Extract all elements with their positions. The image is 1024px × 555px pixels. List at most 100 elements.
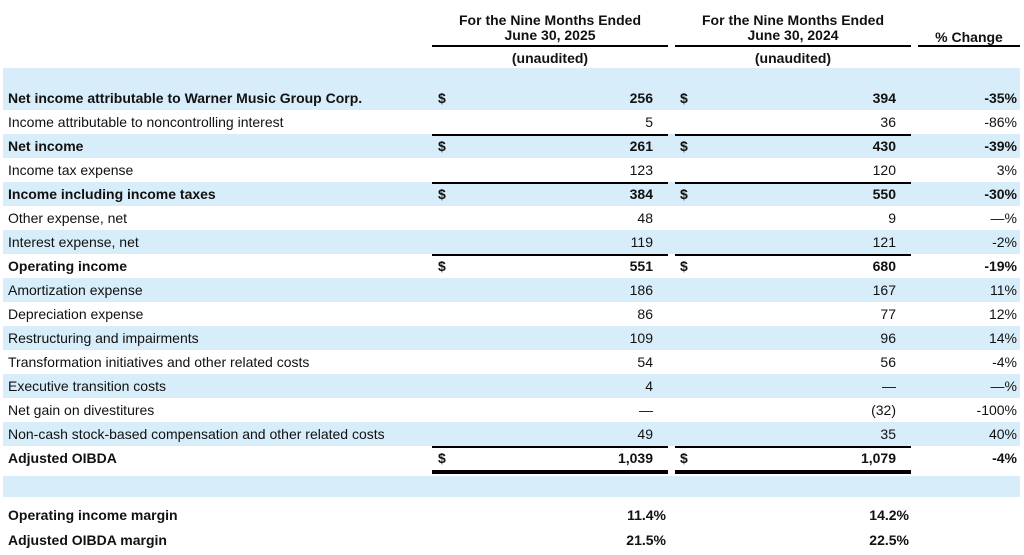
top-band (3, 68, 1020, 86)
pct-change: -4% (992, 450, 1017, 466)
value-2025: 54 (637, 354, 653, 370)
pct-change: -2% (992, 234, 1017, 250)
value-2025: 256 (629, 90, 653, 106)
table-row: Executive transition costs 4 — —% (3, 374, 1020, 398)
table-row: Transformation initiatives and other rel… (3, 350, 1020, 374)
pct-change: —% (990, 210, 1017, 226)
table-row: Income including income taxes $ 384 $ 55… (3, 182, 1020, 206)
table-header: For the Nine Months Ended June 30, 2025 … (0, 0, 1024, 68)
header-rule-2024 (675, 45, 911, 47)
pct-change: 3% (996, 162, 1017, 178)
table-row: Depreciation expense 86 77 12% (3, 302, 1020, 326)
value-2024: — (882, 378, 896, 394)
row-label: Depreciation expense (8, 306, 144, 322)
row-label: Adjusted OIBDA (8, 450, 117, 466)
dollar-sign: $ (438, 450, 446, 466)
dollar-sign: $ (438, 186, 446, 202)
row-label: Operating income (8, 258, 128, 274)
table-row: Net income $ 261 $ 430 -39% (3, 134, 1020, 158)
value-2025: — (639, 402, 653, 418)
column-header-2024-line2: June 30, 2024 (747, 27, 839, 43)
value-2024: 394 (872, 90, 896, 106)
financial-table: Net income attributable to Warner Music … (3, 86, 1020, 470)
pct-change: —% (990, 378, 1017, 394)
row-label: Income tax expense (8, 162, 134, 178)
margin-row: Adjusted OIBDA margin 21.5% 22.5% (3, 530, 1020, 550)
value-2024: 430 (872, 138, 896, 154)
table-row: Income tax expense 123 120 3% (3, 158, 1020, 182)
row-label: Net income (8, 138, 84, 154)
row-label: Transformation initiatives and other rel… (8, 354, 310, 370)
margin-label: Operating income margin (8, 507, 178, 523)
value-2025: 4 (645, 378, 653, 394)
header-rule-pct (918, 45, 1020, 47)
dollar-sign: $ (680, 138, 688, 154)
column-header-2024: For the Nine Months Ended June 30, 2024 (675, 13, 911, 43)
double-rule-2024 (675, 470, 911, 474)
table-row: Net gain on divestitures — (32) -100% (3, 398, 1020, 422)
column-header-2025-line1: For the Nine Months Ended (459, 12, 641, 28)
pct-change: -39% (984, 138, 1017, 154)
dollar-sign: $ (680, 450, 688, 466)
margin-value-2024: 22.5% (869, 532, 909, 548)
value-2024: 56 (880, 354, 896, 370)
unaudited-2024: (unaudited) (754, 50, 832, 66)
value-2024: 36 (880, 114, 896, 130)
row-label: Executive transition costs (8, 378, 166, 394)
bottom-band (3, 476, 1020, 497)
dollar-sign: $ (680, 90, 688, 106)
dollar-sign: $ (680, 186, 688, 202)
dollar-sign: $ (438, 90, 446, 106)
value-2025: 86 (637, 306, 653, 322)
unaudited-2025: (unaudited) (511, 50, 589, 66)
pct-change: 40% (988, 426, 1017, 442)
value-2025: 5 (645, 114, 653, 130)
pct-change: 11% (990, 282, 1017, 298)
value-2024: 120 (872, 162, 896, 178)
value-2025: 109 (629, 330, 653, 346)
column-header-2024-line1: For the Nine Months Ended (702, 12, 884, 28)
table-row: Interest expense, net 119 121 -2% (3, 230, 1020, 254)
value-2025: 49 (637, 426, 653, 442)
table-row: Other expense, net 48 9 —% (3, 206, 1020, 230)
margin-row: Operating income margin 11.4% 14.2% (3, 505, 1020, 525)
value-2024: 96 (880, 330, 896, 346)
value-2024: 1,079 (860, 450, 896, 466)
table-row: Net income attributable to Warner Music … (3, 86, 1020, 110)
margin-value-2024: 14.2% (869, 507, 909, 523)
row-label: Amortization expense (8, 282, 143, 298)
value-2024: 167 (872, 282, 896, 298)
dollar-sign: $ (438, 258, 446, 274)
value-2025: 123 (629, 162, 653, 178)
pct-change: -4% (992, 354, 1017, 370)
value-2024: 77 (880, 306, 896, 322)
pct-change: 14% (988, 330, 1017, 346)
value-2025: 551 (629, 258, 653, 274)
value-2025: 1,039 (617, 450, 653, 466)
row-label: Interest expense, net (8, 234, 139, 250)
margin-value-2025: 11.4% (627, 507, 666, 523)
value-2024: 121 (872, 234, 896, 250)
value-2025: 384 (629, 186, 653, 202)
dollar-sign: $ (680, 258, 688, 274)
table-row: Adjusted OIBDA $ 1,039 $ 1,079 -4% (3, 446, 1020, 470)
row-label: Restructuring and impairments (8, 330, 199, 346)
pct-change: 12% (988, 306, 1017, 322)
dollar-sign: $ (438, 138, 446, 154)
table-row: Amortization expense 186 167 11% (3, 278, 1020, 302)
pct-change: -86% (984, 114, 1017, 130)
table-row: Operating income $ 551 $ 680 -19% (3, 254, 1020, 278)
row-label: Other expense, net (8, 210, 128, 226)
table-row: Restructuring and impairments 109 96 14% (3, 326, 1020, 350)
pct-change: -19% (984, 258, 1017, 274)
pct-change: -35% (984, 90, 1017, 106)
value-2024: 35 (880, 426, 896, 442)
row-label: Non-cash stock-based compensation and ot… (8, 426, 385, 442)
column-header-2025: For the Nine Months Ended June 30, 2025 (432, 13, 668, 43)
table-row: Non-cash stock-based compensation and ot… (3, 422, 1020, 446)
row-label: Income attributable to noncontrolling in… (8, 114, 284, 130)
value-2024: 680 (872, 258, 896, 274)
value-2025: 48 (637, 210, 653, 226)
pct-change: -30% (984, 186, 1017, 202)
column-header-pct-change: % Change (935, 29, 1003, 45)
